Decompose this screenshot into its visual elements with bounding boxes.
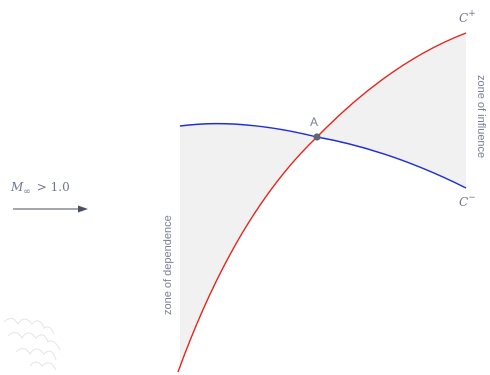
mach-number-label: M∞ > 1.0: [10, 180, 70, 197]
point-a-label: A: [310, 115, 318, 129]
zone-of-influence-region: [317, 33, 466, 188]
watermark-scribble: [3, 318, 61, 371]
point-a-marker: [313, 133, 321, 141]
freestream-arrow: [13, 205, 88, 213]
zone-of-dependence-region: [180, 123, 317, 365]
c-plus-characteristic: [177, 32, 467, 373]
zone-of-dependence-label: zone of dependence: [162, 215, 174, 315]
zone-of-influence-label: zone of influence: [475, 75, 487, 158]
c-plus-label: C+: [459, 9, 476, 25]
c-minus-label: C−: [459, 193, 476, 209]
